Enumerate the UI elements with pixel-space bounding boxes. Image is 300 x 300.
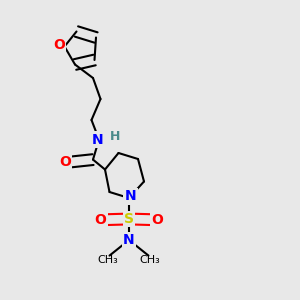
Text: O: O [152,213,164,226]
Text: O: O [94,213,106,226]
Text: O: O [53,38,65,52]
Text: S: S [124,212,134,226]
Text: CH₃: CH₃ [140,255,160,265]
Text: O: O [59,155,71,169]
Text: H: H [110,130,121,143]
Text: N: N [123,233,135,247]
Text: CH₃: CH₃ [98,255,118,265]
Text: N: N [125,190,136,203]
Text: N: N [92,133,103,146]
